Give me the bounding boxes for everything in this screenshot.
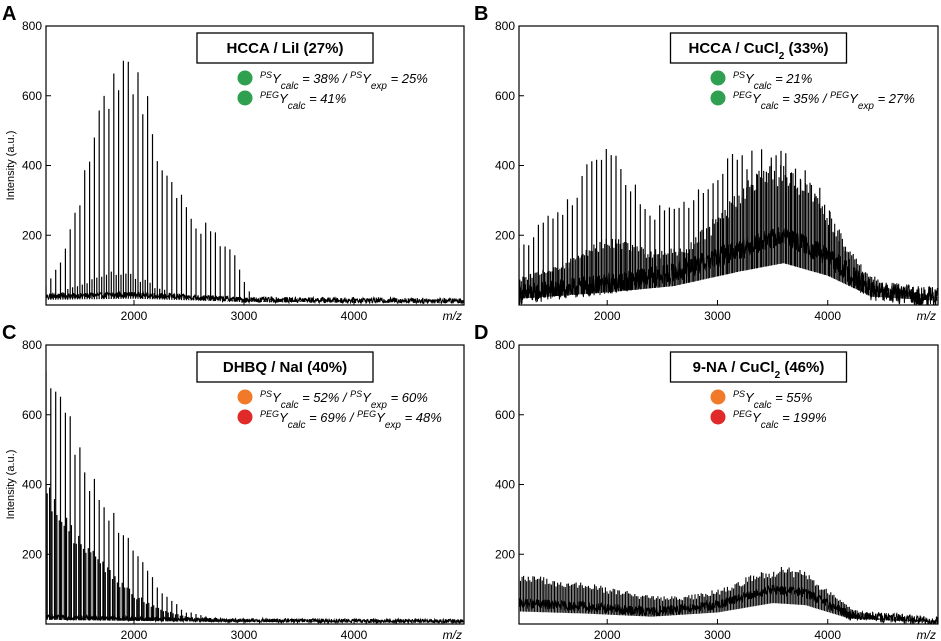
- y-axis-label: Intensity (a.u.): [5, 131, 17, 201]
- y-tick-label: 800: [22, 338, 42, 352]
- x-tick-label: 4000: [814, 628, 841, 641]
- panel-letter: D: [474, 322, 488, 344]
- legend-marker-red: [710, 409, 726, 425]
- y-tick-label: 200: [495, 547, 515, 561]
- y-tick-label: 200: [495, 228, 515, 242]
- x-tick-label: 3000: [704, 628, 731, 641]
- x-tick-label: 2000: [594, 628, 621, 641]
- peak-series-1: [46, 371, 463, 623]
- y-axis-label: Intensity (a.u.): [5, 450, 17, 520]
- legend-entry: PSYcalc = 21%: [733, 70, 812, 92]
- x-tick-label: 2000: [594, 309, 621, 323]
- x-tick-label: 2000: [121, 309, 148, 323]
- panel-d: D 200 400 600 800 2000 3000 4000 m/z 9-NA / CuCl2…: [474, 322, 939, 641]
- peak-series-1: [46, 60, 463, 303]
- panel-letter: B: [474, 3, 488, 25]
- chart-title: HCCA / CuCl2 (33%): [688, 40, 828, 62]
- legend-entry: PEGYcalc = 35% / PEGYexp = 27%: [733, 90, 915, 112]
- spectrum-trace: [519, 567, 938, 624]
- legend-marker-green: [237, 70, 253, 86]
- panel-c: C 200 400 600 800 2000 3000 4000 m/z Intensity (a…: [2, 322, 465, 641]
- spectrum-trace: [46, 371, 464, 624]
- y-tick-label: 800: [22, 19, 42, 33]
- x-tick-label: 3000: [231, 628, 258, 641]
- legend-marker-red: [237, 409, 253, 425]
- y-tick-label: 400: [495, 159, 515, 173]
- peak-series-1: [519, 567, 938, 623]
- legend-marker-orange: [237, 389, 253, 405]
- x-tick-label: 3000: [231, 309, 258, 323]
- title-box: [196, 351, 374, 383]
- y-tick-label: 200: [22, 547, 42, 561]
- x-axis-unit-label: m/z: [917, 309, 936, 323]
- x-tick-label: 3000: [704, 309, 731, 323]
- title-box: [669, 32, 848, 64]
- panel-b: B 200 400 600 800 2000 3000 4000 m/z HCCA / CuCl2…: [474, 3, 939, 323]
- x-tick-label: 4000: [814, 309, 841, 323]
- y-tick-label: 600: [22, 89, 42, 103]
- x-axis-unit-label: m/z: [917, 628, 936, 641]
- chart-title: 9-NA / CuCl2 (46%): [693, 359, 825, 381]
- y-tick-label: 600: [495, 89, 515, 103]
- x-tick-label: 4000: [341, 628, 368, 641]
- title-box: [196, 32, 374, 64]
- spectrum-trace: [46, 60, 464, 305]
- legend-marker-green: [237, 90, 253, 106]
- legend-entry: PEGYcalc = 69% / PEGYexp = 48%: [260, 409, 442, 431]
- plot-frame: [518, 344, 939, 625]
- panel-letter: C: [2, 322, 16, 344]
- spectrum-trace: [519, 149, 938, 305]
- x-axis-unit-label: m/z: [443, 309, 462, 323]
- legend-entry: PSYcalc = 38% / PSYexp = 25%: [260, 70, 428, 92]
- panel-a: A 200 400 600 800 2000 3000 4000 m/z Intensity (a…: [2, 3, 465, 323]
- x-axis-unit-label: m/z: [443, 628, 462, 641]
- panel-letter: A: [2, 3, 16, 25]
- y-tick-label: 800: [495, 19, 515, 33]
- x-tick-label: 2000: [121, 628, 148, 641]
- y-tick-label: 600: [22, 408, 42, 422]
- y-tick-label: 400: [495, 478, 515, 492]
- peak-series-2: [47, 271, 461, 303]
- legend-marker-green: [710, 90, 726, 106]
- legend-entry: PSYcalc = 52% / PSYexp = 60%: [260, 389, 428, 411]
- x-tick-label: 4000: [341, 309, 368, 323]
- peak-series-2: [519, 165, 938, 301]
- peak-series-2: [46, 487, 462, 623]
- chart-title: DHBQ / NaI (40%): [223, 359, 347, 376]
- y-tick-label: 200: [22, 228, 42, 242]
- legend-marker-green: [710, 70, 726, 86]
- y-tick-label: 800: [495, 338, 515, 352]
- chart-title: HCCA / LiI (27%): [227, 40, 344, 57]
- y-tick-label: 600: [495, 408, 515, 422]
- legend-entry: PEGYcalc = 41%: [260, 90, 346, 112]
- y-tick-label: 400: [22, 159, 42, 173]
- title-box: [669, 351, 848, 383]
- legend-entry: PSYcalc = 55%: [733, 389, 812, 411]
- legend-entry: PEGYcalc = 199%: [733, 409, 827, 431]
- legend-marker-orange: [710, 389, 726, 405]
- y-tick-label: 400: [22, 478, 42, 492]
